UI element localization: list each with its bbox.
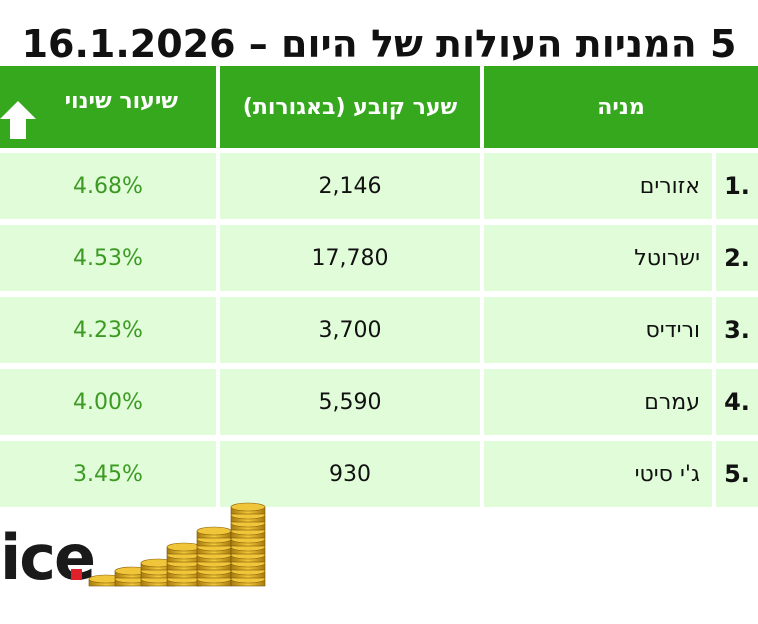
row-stock: ג'י סיטי (484, 441, 712, 507)
arrow-up-icon (0, 101, 36, 139)
row-price: 930 (220, 441, 480, 507)
row-stock: עמרם (484, 369, 712, 435)
row-change: 4.23% (0, 297, 216, 363)
row-rank: 3. (716, 297, 758, 363)
header-change: שיעור שינוי (0, 66, 216, 148)
row-rank: 5. (716, 441, 758, 507)
header-stock: מניה (484, 66, 758, 148)
row-price: 2,146 (220, 153, 480, 219)
row-price: 3,700 (220, 297, 480, 363)
row-change: 4.53% (0, 225, 216, 291)
row-rank: 2. (716, 225, 758, 291)
header-price: שער קובע (באגורות) (220, 66, 480, 148)
logo-dot (71, 569, 82, 580)
row-price: 5,590 (220, 369, 480, 435)
row-stock: ורידיס (484, 297, 712, 363)
header-change-label: שיעור שינוי (64, 89, 178, 114)
page-title: 5 המניות העולות של היום – 16.1.2026 (21, 22, 737, 66)
row-change: 4.00% (0, 369, 216, 435)
row-rank: 1. (716, 153, 758, 219)
logo: ice (0, 521, 96, 594)
coin-stacks-icon (88, 502, 266, 587)
row-price: 17,780 (220, 225, 480, 291)
row-change: 3.45% (0, 441, 216, 507)
row-stock: ישרוטל (484, 225, 712, 291)
row-rank: 4. (716, 369, 758, 435)
row-stock: אזורים (484, 153, 712, 219)
row-change: 4.68% (0, 153, 216, 219)
